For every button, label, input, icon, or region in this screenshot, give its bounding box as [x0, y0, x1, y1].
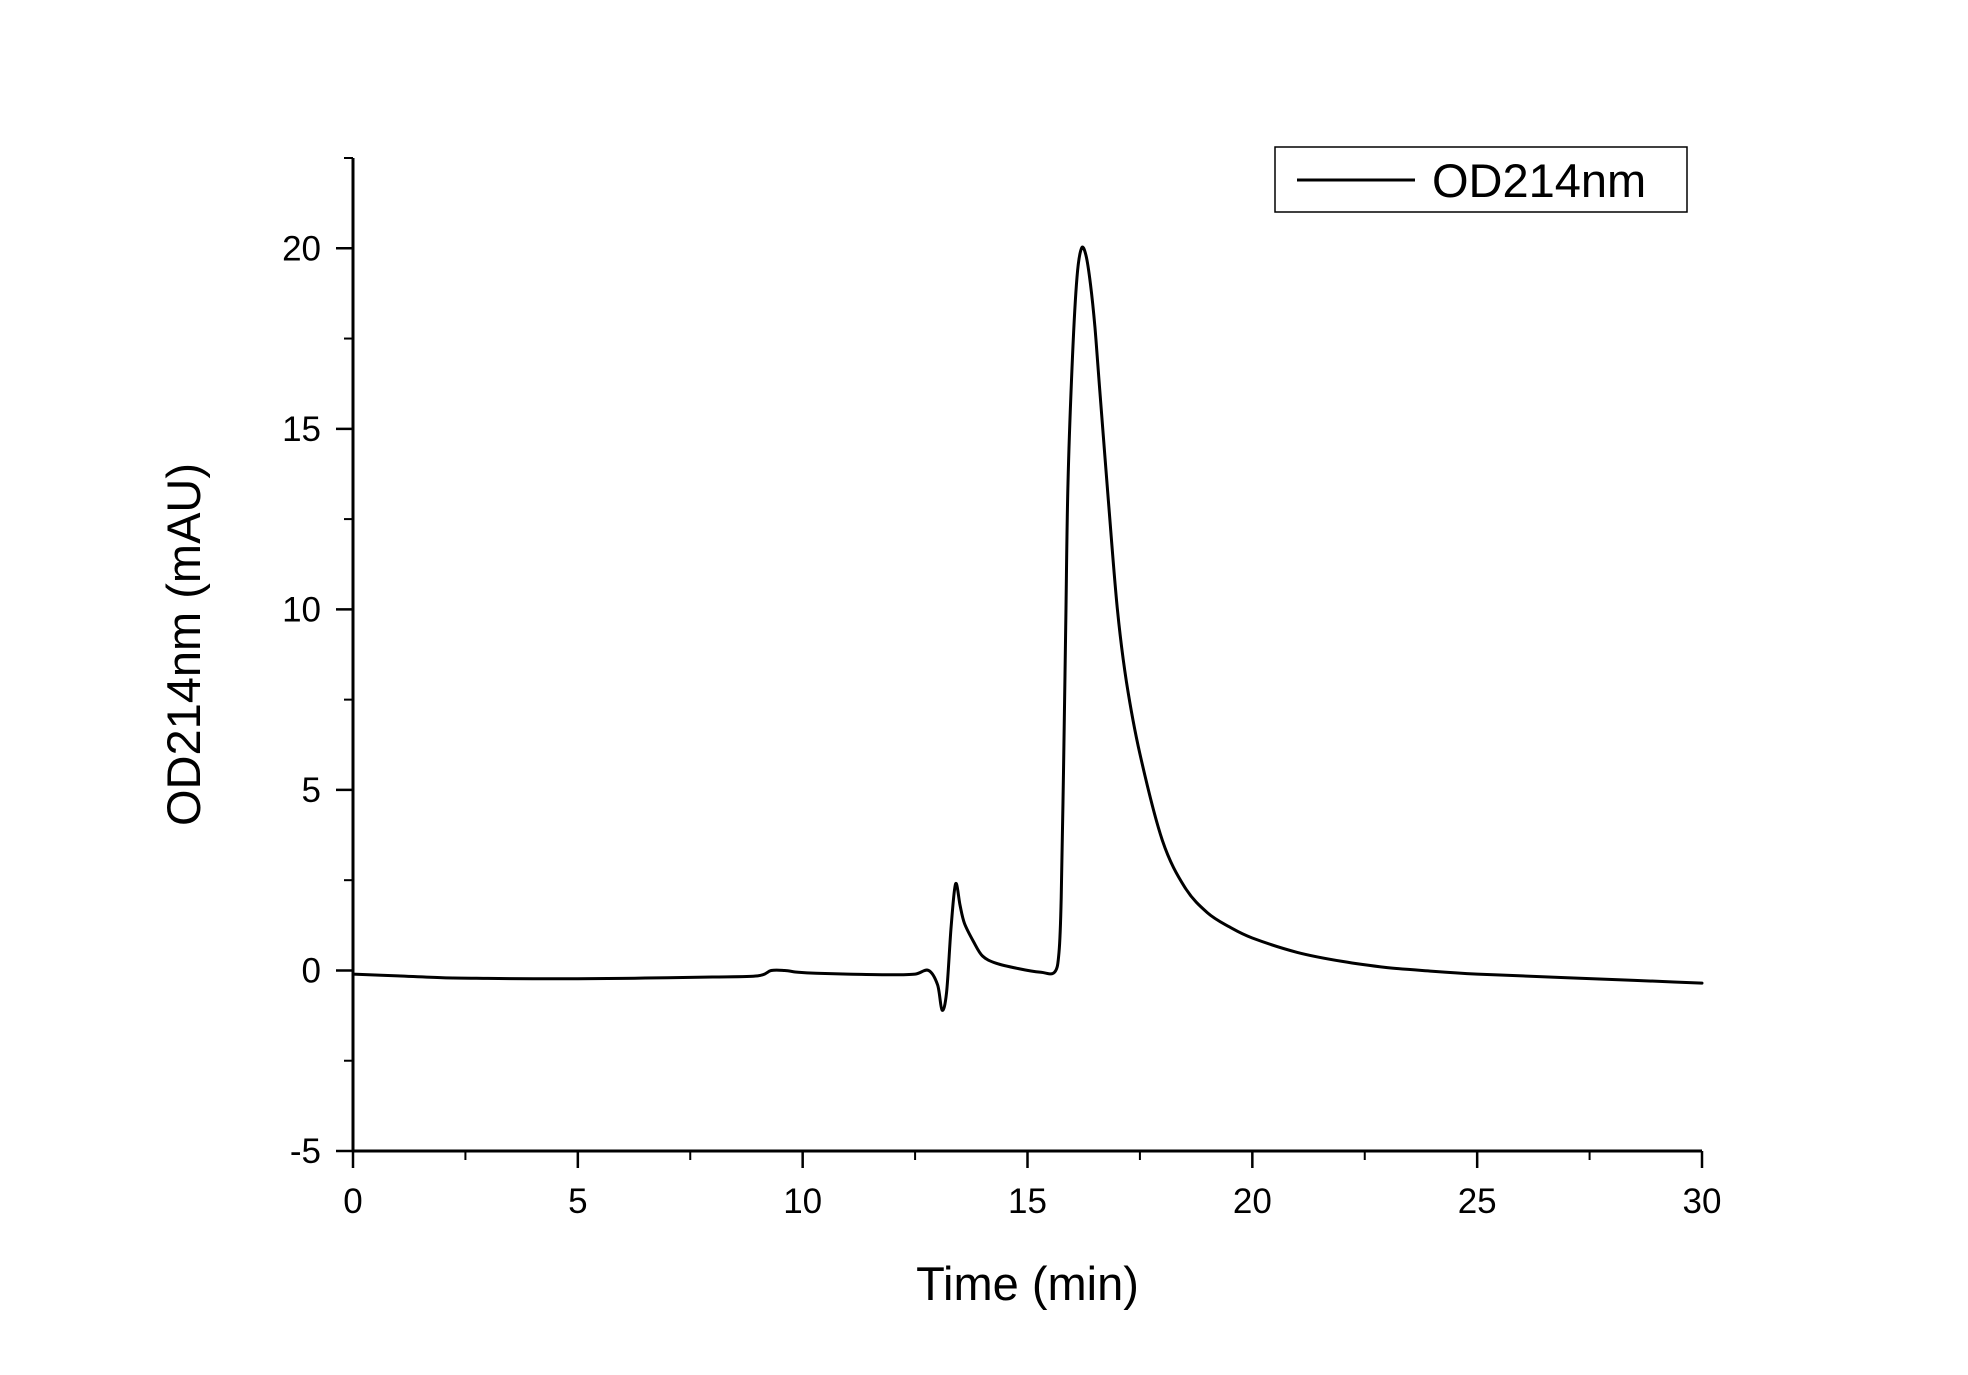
- y-tick-label: 5: [302, 771, 321, 810]
- legend: OD214nm: [1274, 146, 1688, 213]
- y-tick-label: 10: [282, 590, 321, 629]
- x-axis-title: Time (min): [916, 1257, 1139, 1310]
- x-tick-label: 20: [1233, 1182, 1272, 1221]
- x-tick-label: 10: [783, 1182, 822, 1221]
- x-tick-label: 15: [1008, 1182, 1047, 1221]
- y-tick-label: 20: [282, 229, 321, 268]
- x-tick-label: 0: [343, 1182, 362, 1221]
- axis-ticks: 0 5 10 15 20 25 30 -5 0 5 10 15 20: [282, 157, 1722, 1221]
- y-tick-label: 0: [302, 951, 321, 990]
- axes: [351, 158, 1702, 1153]
- x-tick-label: 25: [1458, 1182, 1497, 1221]
- x-tick-label: 30: [1683, 1182, 1722, 1221]
- x-tick-label: 5: [568, 1182, 587, 1221]
- y-axis-title: OD214nm (mAU): [157, 463, 210, 826]
- legend-label: OD214nm: [1432, 154, 1646, 207]
- series-line-od214nm: [351, 245, 1704, 1012]
- y-tick-label: 15: [282, 410, 321, 449]
- y-tick-label: -5: [290, 1132, 321, 1171]
